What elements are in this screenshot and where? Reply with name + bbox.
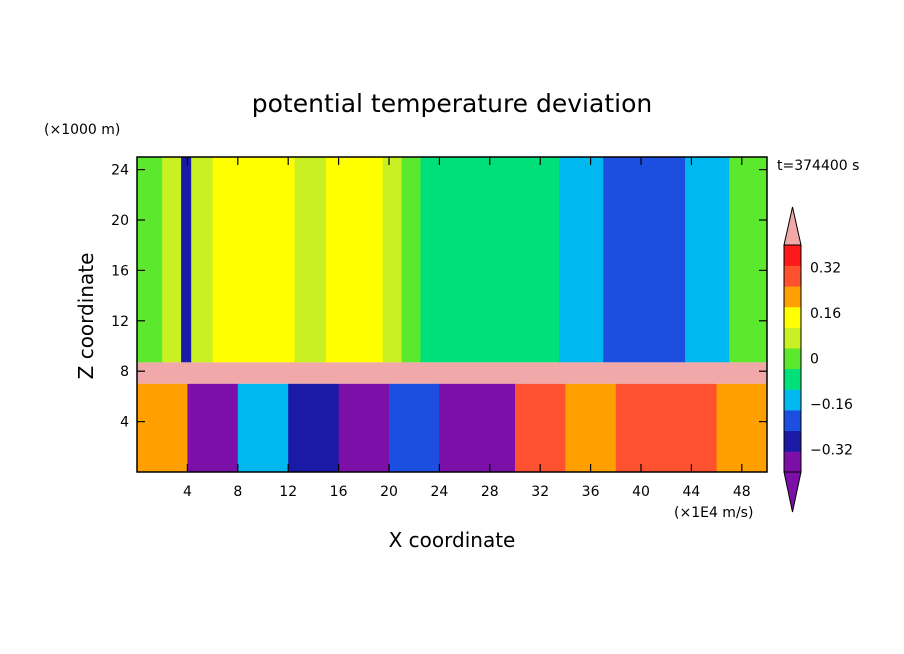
contour-field	[137, 157, 767, 472]
colorbar-swatch	[784, 306, 801, 328]
colorbar-under-arrow	[783, 471, 802, 513]
upper-region	[137, 157, 163, 363]
upper-region	[237, 157, 264, 363]
plot-frame	[136, 156, 768, 473]
x-tick-label: 44	[682, 484, 700, 500]
upper-region	[212, 157, 239, 363]
x-tick-label: 32	[531, 484, 549, 500]
upper-region	[181, 157, 192, 363]
colorbar-swatch	[784, 410, 801, 432]
lower-region	[515, 383, 566, 472]
lower-region	[439, 383, 516, 472]
x-axis-label: X coordinate	[389, 528, 516, 552]
upper-region	[641, 157, 686, 363]
upper-region	[401, 157, 421, 363]
x-tick-label: 36	[582, 484, 600, 500]
x-tick-label: 4	[183, 484, 192, 500]
time-label: t=374400 s	[777, 158, 859, 174]
upper-region	[685, 157, 730, 363]
upper-region	[326, 157, 346, 363]
x-tick-label: 48	[733, 484, 751, 500]
y-axis-label: Z coordinate	[74, 253, 98, 380]
colorbar-label: −0.16	[810, 397, 853, 413]
lower-region	[137, 383, 188, 472]
upper-region	[191, 157, 214, 363]
y-tick-label: 4	[120, 415, 129, 431]
lower-region	[338, 383, 390, 472]
y-unit-label: (×1000 m)	[44, 122, 120, 138]
x-tick-label: 16	[330, 484, 348, 500]
colorbar-label: 0.32	[810, 261, 841, 277]
x-unit-label: (×1E4 m/s)	[674, 505, 753, 521]
y-tick-label: 8	[120, 364, 129, 380]
colorbar-swatch	[784, 368, 801, 390]
x-tick-label: 24	[430, 484, 448, 500]
x-tick-label: 12	[279, 484, 297, 500]
upper-region	[559, 157, 604, 363]
colorbar-swatch	[784, 286, 801, 308]
x-tick-label: 20	[380, 484, 398, 500]
upper-region	[603, 157, 642, 363]
colorbar-label: −0.32	[810, 442, 853, 458]
upper-region	[294, 157, 327, 363]
lower-region	[565, 383, 617, 472]
lower-region	[615, 383, 718, 472]
upper-region	[382, 157, 403, 363]
upper-region	[420, 157, 560, 363]
colorbar-swatch	[784, 265, 801, 287]
lower-region	[187, 383, 239, 472]
upper-region	[162, 157, 182, 363]
lower-region	[237, 383, 289, 472]
colorbar-label: 0	[810, 352, 819, 368]
x-tick-label: 28	[481, 484, 499, 500]
colorbar-swatch	[784, 389, 801, 411]
y-ticks: 4 8 12 16 20 24	[111, 163, 767, 431]
y-tick-label: 24	[111, 163, 129, 179]
colorbar-label: 0.16	[810, 306, 841, 322]
boundary-layer	[137, 362, 767, 384]
colorbar-over-arrow	[783, 206, 802, 246]
colorbar-swatch	[784, 451, 801, 473]
upper-region	[344, 157, 384, 363]
colorbar-swatch	[784, 327, 801, 349]
colorbar-swatch	[784, 245, 801, 266]
colorbar-swatch	[784, 430, 801, 452]
x-ticks: 4 8 12 16 20 24 28 32 36 40 44 48	[183, 157, 751, 500]
colorbar-frame	[783, 244, 802, 473]
lower-region	[716, 383, 767, 472]
upper-region	[263, 157, 295, 363]
x-tick-label: 40	[632, 484, 650, 500]
upper-region	[729, 157, 767, 363]
lower-region	[288, 383, 340, 472]
chart-title: potential temperature deviation	[252, 89, 652, 118]
y-tick-label: 12	[111, 314, 129, 330]
x-tick-label: 8	[233, 484, 242, 500]
y-tick-label: 20	[111, 213, 129, 229]
y-tick-label: 16	[111, 263, 129, 279]
colorbar-swatch	[784, 348, 801, 370]
colorbar: 0.32 0.16 0 −0.16 −0.32	[783, 206, 853, 513]
lower-region	[389, 383, 440, 472]
